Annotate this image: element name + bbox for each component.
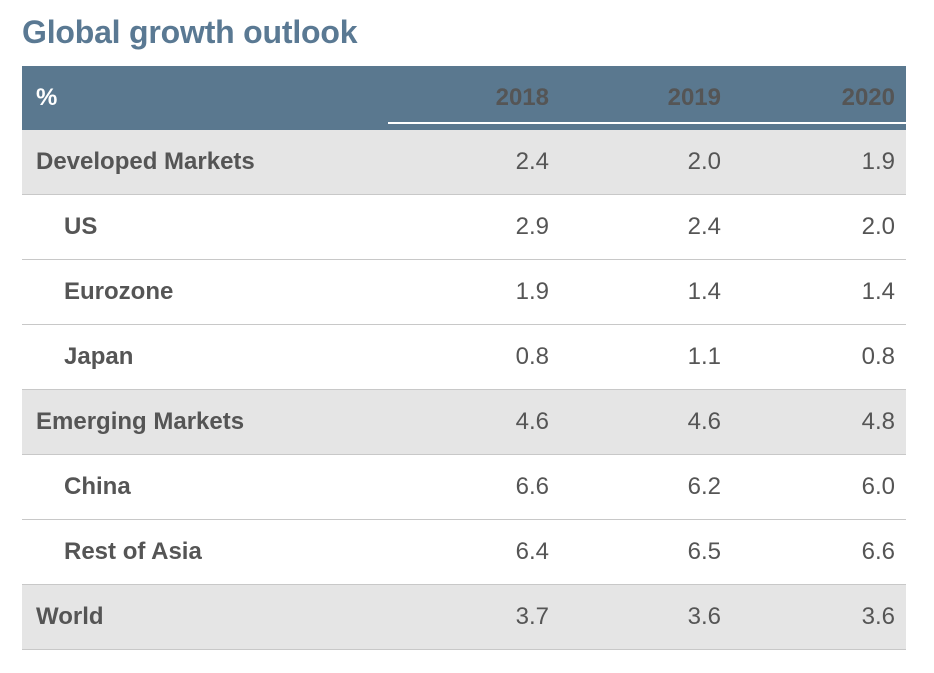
value-cell: 6.2 xyxy=(687,473,721,500)
value-cell: 0.8 xyxy=(515,343,549,370)
table-row-china: China 6.6 6.2 6.0 xyxy=(22,455,906,520)
value-cell: 6.4 xyxy=(515,538,549,565)
value-cell: 6.6 xyxy=(515,473,549,500)
column-header-2018: 2018 xyxy=(495,84,549,111)
value-cell: 2.4 xyxy=(515,148,549,175)
value-cell: 2.0 xyxy=(861,213,895,240)
value-cell: 0.8 xyxy=(861,343,895,370)
row-label: China xyxy=(64,473,131,500)
growth-table: % 2018 2019 2020 Developed Markets 2.4 2… xyxy=(22,66,906,650)
table-row-us: US 2.9 2.4 2.0 xyxy=(22,195,906,260)
value-cell: 2.4 xyxy=(687,213,721,240)
value-cell: 1.9 xyxy=(861,148,895,175)
table-row-rest-of-asia: Rest of Asia 6.4 6.5 6.6 xyxy=(22,520,906,585)
header-underline xyxy=(388,122,906,124)
value-cell: 2.9 xyxy=(515,213,549,240)
value-cell: 4.6 xyxy=(515,408,549,435)
value-cell: 3.7 xyxy=(515,603,549,630)
row-label: Rest of Asia xyxy=(64,538,202,565)
row-label: US xyxy=(64,213,98,240)
column-header-2019: 2019 xyxy=(667,84,721,111)
value-cell: 1.9 xyxy=(515,278,549,305)
row-label: Japan xyxy=(64,343,134,370)
column-header-2020: 2020 xyxy=(841,84,895,111)
table-row-world: World 3.7 3.6 3.6 xyxy=(22,585,906,650)
table-header: % 2018 2019 2020 xyxy=(22,66,906,130)
value-cell: 1.4 xyxy=(687,278,721,305)
value-cell: 2.0 xyxy=(687,148,721,175)
value-cell: 3.6 xyxy=(687,603,721,630)
table-row-developed-markets: Developed Markets 2.4 2.0 1.9 xyxy=(22,130,906,195)
table-row-japan: Japan 0.8 1.1 0.8 xyxy=(22,325,906,390)
value-cell: 4.6 xyxy=(687,408,721,435)
table-row-eurozone: Eurozone 1.9 1.4 1.4 xyxy=(22,260,906,325)
value-cell: 1.1 xyxy=(687,343,721,370)
value-cell: 3.6 xyxy=(861,603,895,630)
value-cell: 6.6 xyxy=(861,538,895,565)
unit-header: % xyxy=(36,84,58,111)
table-title: Global growth outlook xyxy=(22,14,358,50)
row-label: Emerging Markets xyxy=(36,408,245,435)
row-label: Developed Markets xyxy=(36,148,255,175)
value-cell: 6.0 xyxy=(861,473,895,500)
row-label: Eurozone xyxy=(64,278,174,305)
row-label: World xyxy=(36,603,104,630)
value-cell: 4.8 xyxy=(861,408,895,435)
value-cell: 6.5 xyxy=(687,538,721,565)
value-cell: 1.4 xyxy=(861,278,895,305)
table-row-emerging-markets: Emerging Markets 4.6 4.6 4.8 xyxy=(22,390,906,455)
